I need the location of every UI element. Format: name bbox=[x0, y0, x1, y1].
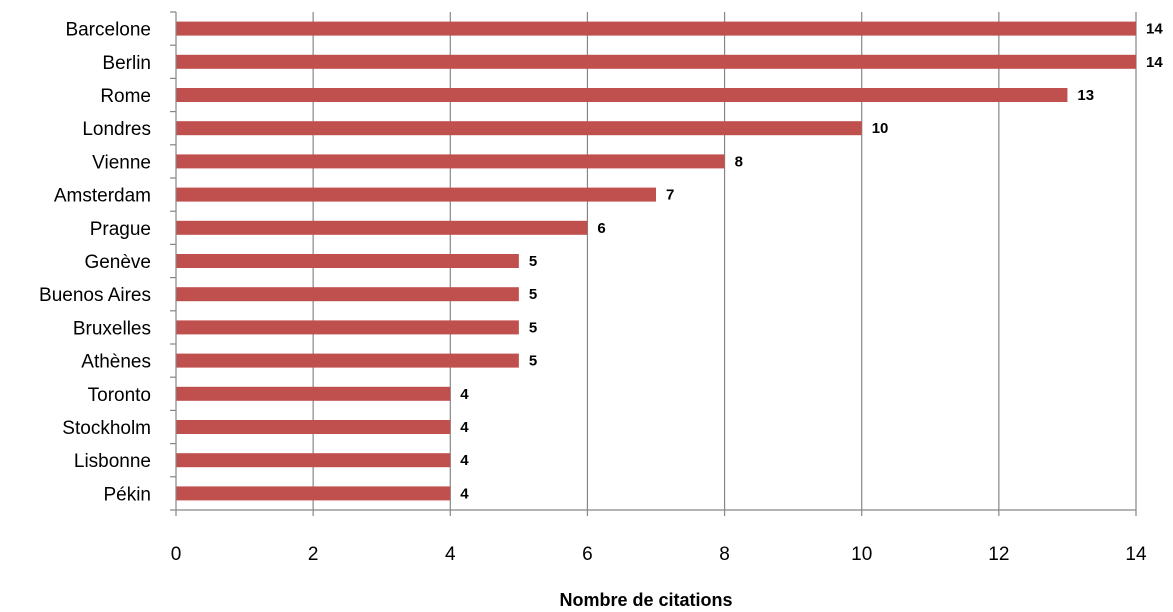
x-tick-label: 4 bbox=[445, 544, 456, 565]
axes bbox=[170, 11, 1137, 516]
bar bbox=[176, 486, 451, 501]
data-label: 13 bbox=[1077, 87, 1094, 104]
data-label: 8 bbox=[735, 153, 743, 170]
bar bbox=[176, 21, 1136, 36]
category-label: Buenos Aires bbox=[39, 285, 151, 306]
category-label: Pékin bbox=[103, 484, 151, 505]
category-label: Rome bbox=[100, 86, 151, 107]
category-label: Vienne bbox=[92, 152, 151, 173]
x-tick-label: 10 bbox=[851, 544, 872, 565]
bar bbox=[176, 88, 1068, 102]
bar bbox=[176, 154, 725, 169]
data-label: 4 bbox=[460, 386, 469, 403]
labels: Barcelone 14 Berlin 14 Rome 13 Londres 10 Vienne… bbox=[39, 20, 1163, 565]
bar bbox=[176, 254, 519, 268]
category-label: Toronto bbox=[88, 385, 151, 406]
category-label: Berlin bbox=[102, 53, 151, 74]
category-label: Genève bbox=[84, 252, 151, 273]
bar bbox=[176, 320, 519, 335]
category-label: Lisbonne bbox=[74, 451, 151, 472]
data-label: 10 bbox=[872, 120, 889, 137]
data-label: 4 bbox=[460, 452, 469, 469]
data-label: 4 bbox=[460, 419, 469, 436]
category-label: Barcelone bbox=[65, 20, 151, 41]
bar bbox=[176, 220, 588, 235]
category-label: Prague bbox=[90, 219, 151, 240]
bar bbox=[176, 453, 451, 468]
data-label: 5 bbox=[529, 286, 537, 303]
x-tick-label: 2 bbox=[308, 544, 319, 565]
category-label: Stockholm bbox=[62, 418, 151, 439]
bar bbox=[176, 187, 656, 202]
bar bbox=[176, 420, 451, 434]
category-label: Londres bbox=[82, 119, 151, 140]
x-axis-title: Nombre de citations bbox=[559, 590, 732, 610]
data-label: 14 bbox=[1146, 54, 1163, 71]
x-tick-label: 8 bbox=[719, 544, 730, 565]
bar bbox=[176, 121, 862, 136]
x-tick-label: 14 bbox=[1125, 544, 1147, 565]
data-label: 14 bbox=[1146, 21, 1163, 38]
x-tick-label: 6 bbox=[582, 544, 593, 565]
data-label: 6 bbox=[597, 220, 605, 237]
bar bbox=[176, 353, 519, 368]
data-label: 7 bbox=[666, 187, 674, 204]
bar bbox=[176, 287, 519, 302]
x-tick-label: 0 bbox=[171, 544, 182, 565]
bars bbox=[176, 21, 1136, 501]
bar bbox=[176, 54, 1136, 69]
x-tick-label: 12 bbox=[988, 544, 1009, 565]
category-label: Amsterdam bbox=[54, 186, 151, 207]
data-label: 5 bbox=[529, 319, 537, 336]
data-label: 4 bbox=[460, 485, 469, 502]
category-label: Athènes bbox=[81, 352, 151, 373]
category-label: Bruxelles bbox=[73, 318, 151, 339]
bar bbox=[176, 386, 451, 401]
data-label: 5 bbox=[529, 353, 537, 370]
data-label: 5 bbox=[529, 253, 537, 270]
